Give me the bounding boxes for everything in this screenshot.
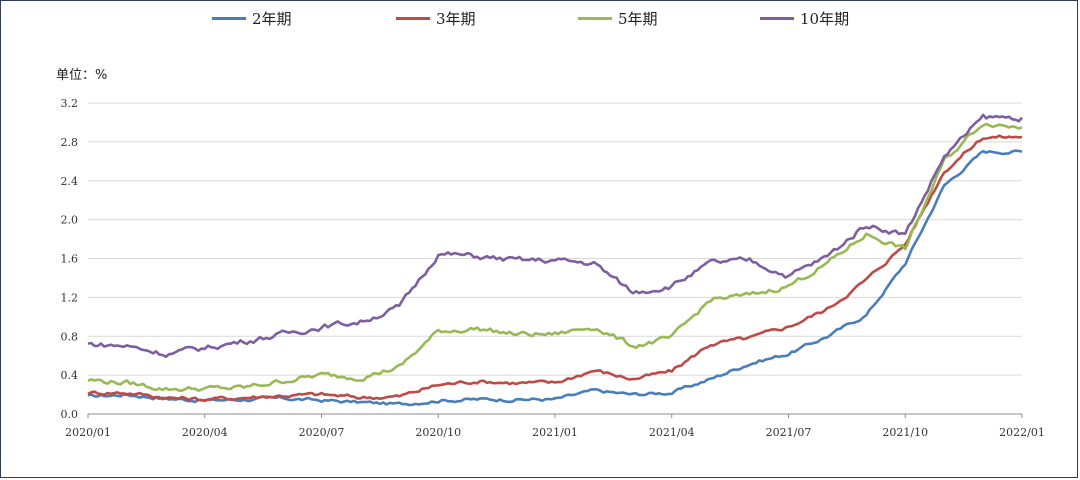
y-tick-label-4: 1.6 — [61, 253, 79, 266]
legend-swatch-5y — [578, 16, 612, 20]
legend-swatch-10y — [760, 16, 794, 20]
legend-swatch-2y — [212, 16, 246, 20]
x-tick-label-5: 2021/04 — [649, 426, 695, 439]
legend-item-10y: 10年期 — [760, 6, 849, 30]
series-line-3 — [87, 113, 1023, 359]
x-tick-label-4: 2021/01 — [532, 426, 578, 439]
y-tick-label-0: 0.0 — [61, 408, 79, 421]
series-line-1 — [87, 134, 1023, 403]
x-tick-label-2: 2020/07 — [299, 426, 345, 439]
legend-label-2y: 2年期 — [252, 9, 292, 28]
x-tick-label-7: 2021/10 — [882, 426, 928, 439]
series-line-2 — [87, 122, 1023, 392]
chart-legend: 2年期 3年期 5年期 10年期 — [0, 6, 1080, 30]
x-tick-label-3: 2020/10 — [415, 426, 461, 439]
legend-label-5y: 5年期 — [618, 9, 658, 28]
y-tick-label-8: 3.2 — [61, 97, 79, 110]
legend-item-2y: 2年期 — [212, 6, 292, 30]
y-tick-label-2: 0.8 — [61, 330, 79, 343]
series-line-0 — [87, 149, 1023, 407]
x-tick-label-1: 2020/04 — [182, 426, 228, 439]
y-tick-label-6: 2.4 — [61, 175, 79, 188]
legend-label-10y: 10年期 — [800, 9, 850, 28]
y-tick-label-3: 1.2 — [61, 291, 79, 304]
legend-item-5y: 5年期 — [578, 6, 658, 30]
y-axis-unit-label: 单位：% — [56, 68, 108, 83]
y-tick-label-7: 2.8 — [61, 136, 79, 149]
y-tick-label-5: 2.0 — [61, 214, 79, 227]
x-tick-label-8: 2022/01 — [999, 426, 1045, 439]
x-tick-label-0: 2020/01 — [65, 426, 111, 439]
legend-swatch-3y — [396, 16, 430, 20]
y-tick-label-1: 0.4 — [61, 369, 79, 382]
legend-item-3y: 3年期 — [396, 6, 476, 30]
x-tick-label-6: 2021/07 — [766, 426, 812, 439]
legend-label-3y: 3年期 — [436, 9, 476, 28]
